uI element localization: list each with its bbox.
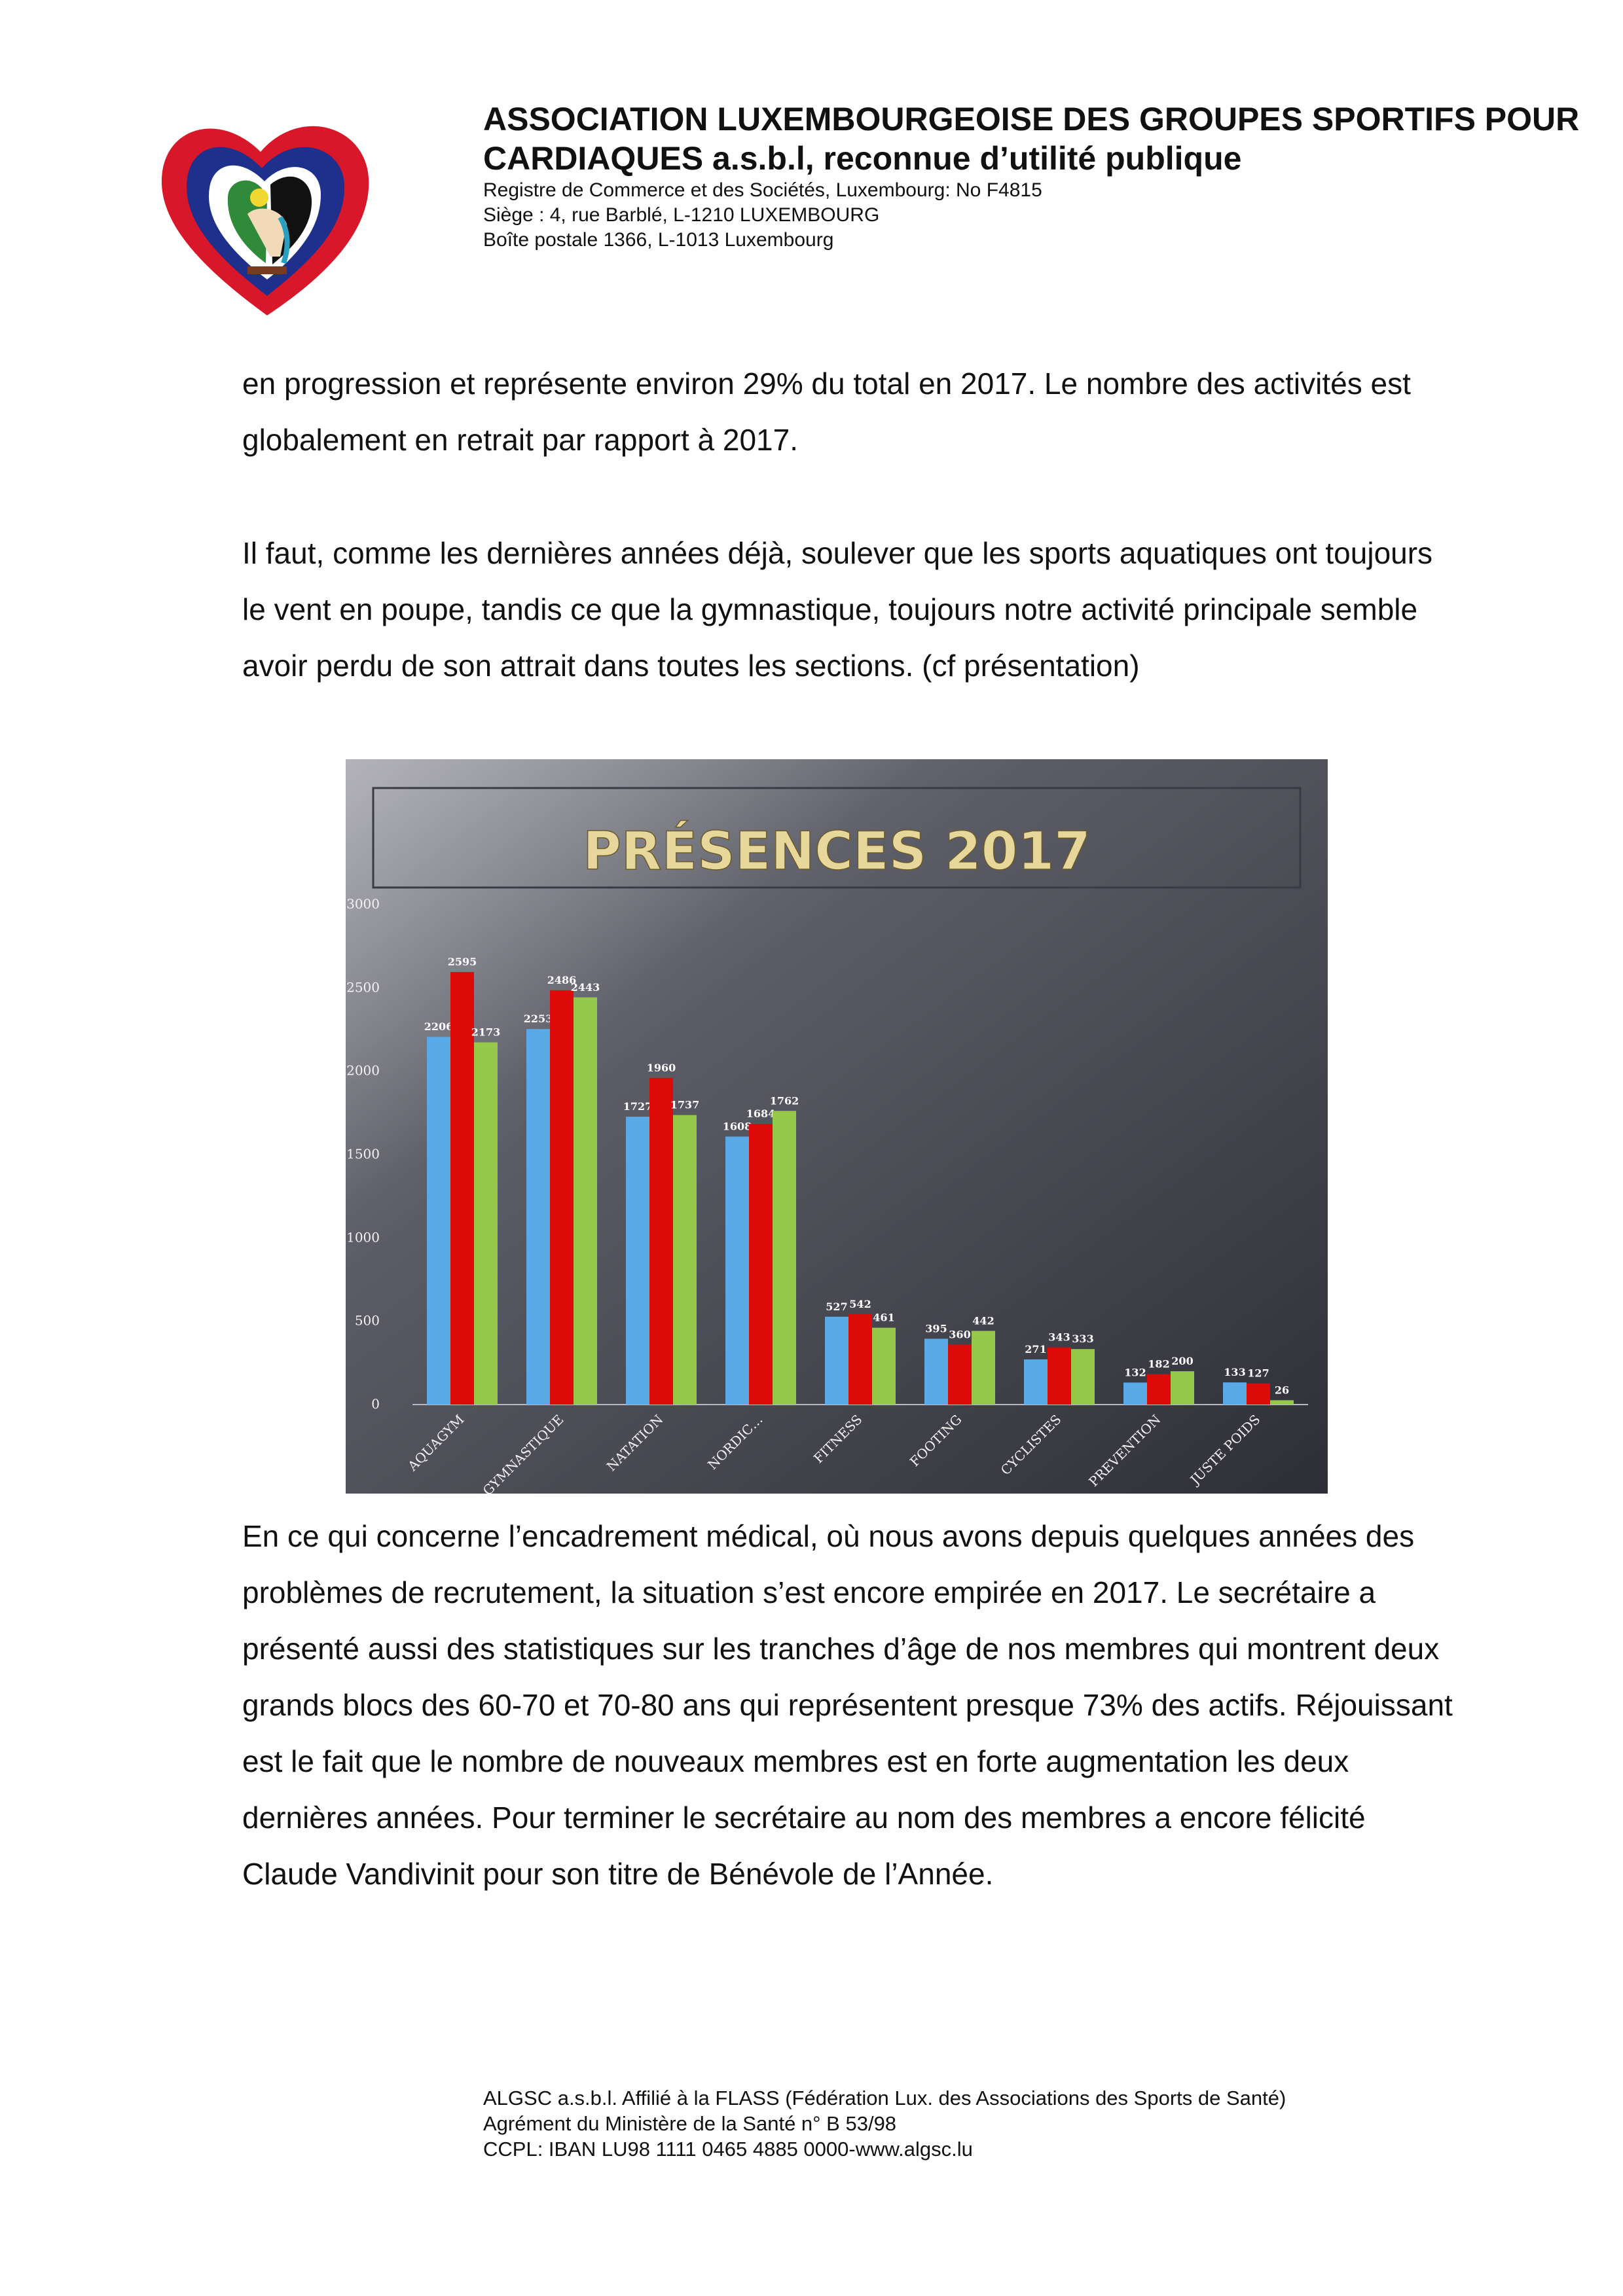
chart-bar xyxy=(725,1136,749,1405)
bar-value-label: 527 xyxy=(826,1300,847,1313)
y-tick-label: 2500 xyxy=(346,979,380,995)
paragraph-aquatic-sports: Il faut, comme les dernières années déjà… xyxy=(242,536,1433,683)
registry-number: Registre de Commerce et des Sociétés, Lu… xyxy=(483,179,1042,201)
chart-bar xyxy=(848,1314,872,1405)
bar-value-label: 1727 xyxy=(623,1100,653,1113)
bar-value-label: 1762 xyxy=(770,1094,799,1107)
y-tick-label: 1000 xyxy=(346,1229,380,1245)
y-tick-label: 0 xyxy=(371,1396,380,1412)
y-tick-label: 2000 xyxy=(346,1063,380,1079)
bar-value-label: 132 xyxy=(1124,1366,1146,1378)
chart-bar xyxy=(749,1124,773,1405)
bar-value-label: 2595 xyxy=(448,956,477,968)
bar-value-label: 360 xyxy=(949,1328,970,1340)
footer-bank-web: CCPL: IBAN LU98 1111 0465 4885 0000-www.… xyxy=(483,2138,973,2161)
organization-name-line-2: CARDIAQUES a.s.b.l, reconnue d’utilité p… xyxy=(483,140,1242,177)
bar-value-label: 333 xyxy=(1072,1333,1093,1345)
attendance-chart: PRÉSENCES 2017 3000 2500 2000 1500 1000 500 0 2… xyxy=(346,759,1328,1499)
bar-value-label: 1737 xyxy=(670,1099,700,1111)
footer: ALGSC a.s.b.l. Affilié à la FLASS (Fédér… xyxy=(483,2085,1596,2162)
chart-bar xyxy=(872,1327,896,1405)
bar-value-label: 2486 xyxy=(547,974,577,986)
footer-affiliation: ALGSC a.s.b.l. Affilié à la FLASS (Fédér… xyxy=(483,2087,1286,2109)
bar-value-label: 395 xyxy=(925,1322,947,1335)
chart-bar xyxy=(526,1029,550,1405)
bar-value-label: 271 xyxy=(1025,1343,1046,1355)
organization-name-line-1: ASSOCIATION LUXEMBOURGEOISE DES GROUPES … xyxy=(483,101,1580,137)
bar-value-label: 343 xyxy=(1048,1331,1070,1344)
chart-bar xyxy=(1071,1349,1095,1405)
chart-bar xyxy=(972,1331,995,1405)
bar-value-label: 133 xyxy=(1224,1366,1245,1378)
chart-bar xyxy=(1270,1400,1294,1405)
paragraph-activities: en progression et représente environ 29%… xyxy=(242,367,1411,457)
bar-value-label: 461 xyxy=(873,1312,894,1324)
bar-value-label: 542 xyxy=(849,1298,871,1310)
bar-value-label: 1608 xyxy=(723,1120,752,1132)
chart-bar xyxy=(450,972,474,1405)
chart-title-frame xyxy=(372,787,1302,889)
bar-value-label: 182 xyxy=(1148,1358,1169,1371)
footer-approval: Agrément du Ministère de la Santé n° B 5… xyxy=(483,2112,897,2135)
chart-bar xyxy=(649,1077,673,1405)
y-tick-label: 3000 xyxy=(346,896,380,912)
chart-bar xyxy=(773,1111,796,1405)
bar-value-label: 127 xyxy=(1247,1367,1269,1380)
chart-bar xyxy=(1024,1359,1048,1405)
bar-value-label: 1684 xyxy=(746,1107,776,1120)
association-logo xyxy=(149,99,385,335)
chart-bar xyxy=(1123,1382,1147,1405)
letterhead: ASSOCIATION LUXEMBOURGEOISE DES GROUPES … xyxy=(483,99,1596,253)
chart-bar xyxy=(1223,1382,1247,1405)
chart-bar xyxy=(574,997,597,1405)
chart-bar xyxy=(474,1042,498,1405)
chart-bar xyxy=(1247,1383,1270,1405)
chart-bar xyxy=(1147,1374,1171,1405)
bar-value-label: 2253 xyxy=(524,1013,553,1025)
chart-bar xyxy=(1171,1371,1194,1405)
chart-bar xyxy=(626,1117,649,1405)
po-box: Boîte postale 1366, L-1013 Luxembourg xyxy=(483,229,834,251)
chart-bar xyxy=(550,990,574,1405)
chart-bar xyxy=(673,1115,697,1405)
chart-bar xyxy=(948,1344,972,1405)
bar-value-label: 200 xyxy=(1171,1355,1193,1367)
bar-value-label: 2443 xyxy=(571,981,600,994)
bar-value-label: 2206 xyxy=(424,1020,454,1033)
chart-bar xyxy=(1048,1347,1071,1405)
seat-address: Siège : 4, rue Barblé, L-1210 LUXEMBOURG xyxy=(483,204,880,226)
bar-value-label: 2173 xyxy=(471,1026,501,1039)
chart-bar xyxy=(825,1316,848,1405)
chart-bar xyxy=(924,1338,948,1405)
bar-value-label: 26 xyxy=(1275,1384,1289,1396)
chart-bar xyxy=(427,1037,450,1405)
y-tick-label: 500 xyxy=(355,1313,380,1329)
paragraph-medical-staff: En ce qui concerne l’encadrement médical… xyxy=(242,1519,1453,1891)
bar-value-label: 442 xyxy=(972,1314,994,1327)
chart-title: PRÉSENCES 2017 xyxy=(583,820,1091,882)
y-tick-label: 1500 xyxy=(346,1146,380,1162)
bar-value-label: 1960 xyxy=(647,1062,676,1074)
